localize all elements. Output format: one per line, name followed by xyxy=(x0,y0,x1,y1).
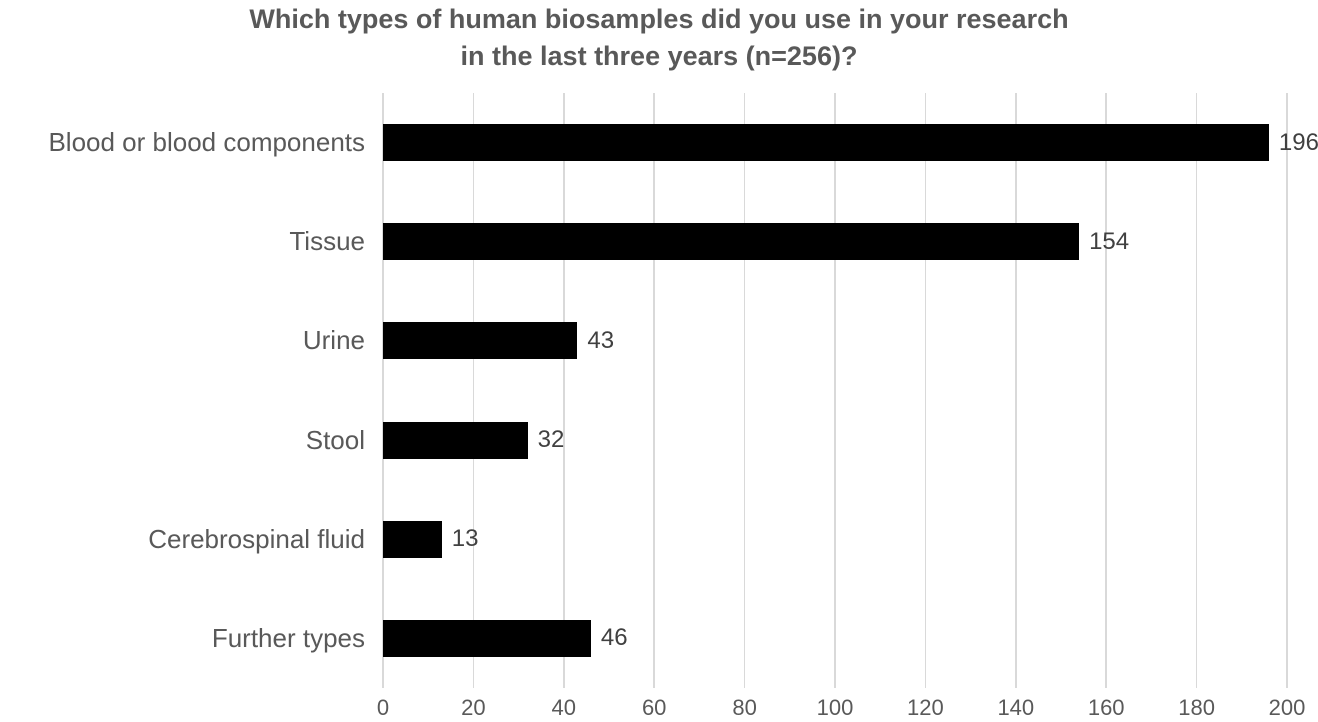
value-label: 196 xyxy=(1278,128,1318,156)
chart-title-line-1: Which types of human biosamples did you … xyxy=(249,4,1069,34)
gridline xyxy=(743,93,746,688)
gridline xyxy=(1195,93,1198,688)
plot-area: Blood or blood components 196 Tissue 154 Uri… xyxy=(48,93,1318,720)
gridline xyxy=(924,93,927,688)
x-tick-label: 80 xyxy=(732,695,757,720)
gridline xyxy=(1015,93,1017,688)
bar xyxy=(383,223,1080,261)
bar-rows: Blood or blood components 196 Tissue 154 Uri… xyxy=(48,93,1318,688)
bar-row: Cerebrospinal fluid 13 xyxy=(148,490,1287,589)
value-label: 154 xyxy=(1089,227,1130,255)
x-tick-label: 120 xyxy=(907,695,944,720)
bar-track: 13 xyxy=(383,520,1287,558)
chart-title: Which types of human biosamples did you … xyxy=(0,1,1318,75)
x-tick-label: 20 xyxy=(461,695,486,720)
x-tick-label: 160 xyxy=(1087,695,1125,720)
x-tick-label: 100 xyxy=(816,695,854,720)
bar xyxy=(383,421,528,459)
bar xyxy=(383,322,578,360)
x-tick-label: 40 xyxy=(551,695,577,720)
gridline xyxy=(1105,93,1107,688)
bar xyxy=(383,520,442,558)
gridline xyxy=(1286,93,1288,688)
bar-row: Tissue 154 xyxy=(289,192,1287,291)
value-label: 46 xyxy=(600,624,628,652)
gridline xyxy=(382,93,384,688)
bar-row: Urine 43 xyxy=(303,291,1287,390)
bar-track: 43 xyxy=(383,322,1287,360)
bar-row: Blood or blood components 196 xyxy=(48,93,1318,192)
bar-track: 154 xyxy=(383,223,1287,261)
bar xyxy=(383,124,1269,162)
x-tick-label: 200 xyxy=(1268,695,1306,720)
gridline xyxy=(834,93,836,688)
category-label: Tissue xyxy=(289,226,365,257)
category-label: Urine xyxy=(302,325,365,356)
x-tick-label: 0 xyxy=(376,695,390,720)
x-tick-label: 180 xyxy=(1178,695,1215,720)
category-label: Further types xyxy=(211,622,365,653)
gridline xyxy=(653,93,655,688)
bar xyxy=(383,619,591,657)
bar-track: 46 xyxy=(383,619,1287,657)
bar-row: Further types 46 xyxy=(212,589,1287,688)
bar-track: 196 xyxy=(383,124,1318,162)
gridlines xyxy=(382,93,1288,688)
x-tick-label: 60 xyxy=(641,695,667,720)
gridline xyxy=(563,93,565,688)
bar-track: 32 xyxy=(383,421,1287,459)
category-label: Stool xyxy=(305,424,365,455)
chart-title-line-2: in the last three years (n=256)? xyxy=(460,41,858,71)
value-label: 43 xyxy=(587,326,615,354)
value-label: 13 xyxy=(451,525,479,553)
bar-row: Stool 32 xyxy=(306,391,1287,490)
x-axis: 0 20 40 60 80 100 120 140 160 180 200 xyxy=(377,695,1305,722)
gridline xyxy=(472,93,475,688)
category-label: Blood or blood components xyxy=(48,127,365,158)
value-label: 32 xyxy=(537,426,565,454)
category-label: Cerebrospinal fluid xyxy=(148,523,365,554)
x-tick-label: 140 xyxy=(997,695,1035,720)
